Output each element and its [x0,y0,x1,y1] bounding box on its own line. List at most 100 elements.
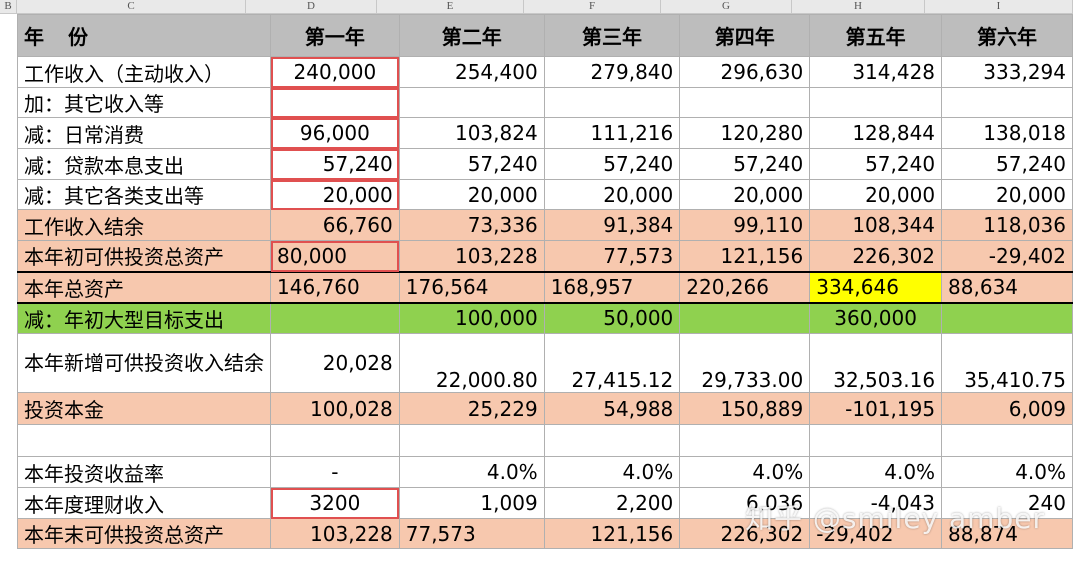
cell[interactable]: 20,000 [543,179,681,210]
cell[interactable]: 103,228 [270,518,400,549]
cell[interactable]: -4,043 [809,487,943,519]
col-header-e[interactable]: E [377,0,524,13]
col-header-d[interactable]: D [246,0,377,13]
cell[interactable]: 360,000 [809,302,943,334]
cell[interactable] [398,424,545,457]
cell[interactable]: 99,110 [679,209,811,241]
cell[interactable]: 121,156 [543,518,681,549]
cell[interactable]: 57,240 [398,148,545,180]
cell[interactable]: 108,344 [809,209,943,241]
cell[interactable]: 25,229 [398,392,545,425]
cell[interactable] [543,424,681,457]
cell[interactable]: 20,000 [398,179,545,210]
cell[interactable]: 4.0% [809,456,943,488]
cell[interactable] [809,87,943,118]
cell[interactable]: 57,240 [543,148,681,180]
cell[interactable]: 100,028 [270,392,400,425]
cell[interactable]: 2,200 [543,487,681,519]
col-header-h[interactable]: H [792,0,925,13]
cell[interactable]: 118,036 [941,209,1073,241]
cell[interactable] [270,424,400,457]
cell[interactable]: 91,384 [543,209,681,241]
cell[interactable]: 29,733.00 [679,333,811,393]
cell[interactable]: 88,634 [941,270,1073,304]
row-label[interactable]: 加：其它收入等 [17,87,271,118]
cell[interactable]: -29,402 [941,240,1073,272]
cell[interactable]: 4.0% [941,456,1073,488]
col-header-f[interactable]: F [524,0,661,13]
cell[interactable] [270,87,400,118]
cell[interactable]: 20,000 [941,179,1073,210]
cell[interactable]: 35,410.75 [941,333,1073,393]
cell[interactable]: 176,564 [398,270,545,304]
cell[interactable]: 57,240 [270,148,400,180]
cell[interactable] [809,424,943,457]
cell[interactable]: 103,824 [398,117,545,149]
cell[interactable]: 20,000 [679,179,811,210]
row-label[interactable]: 本年总资产 [17,270,271,304]
cell[interactable]: 146,760 [270,270,400,304]
cell[interactable]: 334,646 [809,270,943,304]
cell[interactable]: 6,009 [941,392,1073,425]
cell[interactable]: -29,402 [809,518,943,549]
col-header-g[interactable]: G [661,0,792,13]
cell[interactable] [679,302,811,334]
cell[interactable]: 96,000 [270,117,400,149]
col-header-i[interactable]: I [925,0,1073,13]
cell[interactable]: 111,216 [543,117,681,149]
cell-year-4[interactable]: 第四年 [679,14,811,57]
cell[interactable]: 120,280 [679,117,811,149]
row-label[interactable]: 减：贷款本息支出 [17,148,271,180]
cell[interactable]: 314,428 [809,56,943,88]
cell-year-5[interactable]: 第五年 [809,14,943,57]
cell[interactable]: 150,889 [679,392,811,425]
cell-year-2[interactable]: 第二年 [398,14,545,57]
cell-year-1[interactable]: 第一年 [270,14,400,57]
cell[interactable]: 50,000 [543,302,681,334]
row-label[interactable]: 投资本金 [17,392,271,425]
cell[interactable]: 220,266 [679,270,811,304]
row-label[interactable] [17,424,271,457]
cell-year-3[interactable]: 第三年 [543,14,681,57]
cell[interactable]: 20,000 [270,179,400,210]
cell[interactable] [679,424,811,457]
cell[interactable]: 27,415.12 [543,333,681,393]
cell[interactable]: 77,573 [543,240,681,272]
cell[interactable]: 103,228 [398,240,545,272]
cell[interactable]: 57,240 [809,148,943,180]
col-header-c[interactable]: C [17,0,246,13]
cell[interactable]: 226,302 [809,240,943,272]
row-label[interactable]: 减：年初大型目标支出 [17,302,271,334]
cell[interactable]: 254,400 [398,56,545,88]
row-label[interactable]: 本年末可供投资总资产 [17,518,271,549]
cell[interactable]: 77,573 [398,518,545,549]
cell-year-label[interactable]: 年 份 [17,14,271,57]
cell[interactable] [270,302,400,334]
cell[interactable]: 240,000 [270,56,400,88]
cell[interactable] [941,302,1073,334]
cell[interactable]: 4.0% [543,456,681,488]
cell[interactable]: -101,195 [809,392,943,425]
row-label[interactable]: 工作收入结余 [17,209,271,241]
cell[interactable]: 22,000.80 [398,333,545,393]
row-label[interactable]: 减：日常消费 [17,117,271,149]
row-label[interactable]: 本年初可供投资总资产 [17,240,271,272]
cell[interactable]: 138,018 [941,117,1073,149]
cell-year-6[interactable]: 第六年 [941,14,1073,57]
cell[interactable]: 32,503.16 [809,333,943,393]
cell[interactable]: 80,000 [270,240,400,272]
cell[interactable]: 57,240 [679,148,811,180]
cell[interactable]: 3200 [270,487,400,519]
cell[interactable] [941,424,1073,457]
cell[interactable]: 57,240 [941,148,1073,180]
cell[interactable]: 88,874 [941,518,1073,549]
cell[interactable]: 20,000 [809,179,943,210]
cell[interactable] [941,87,1073,118]
row-label[interactable]: 工作收入（主动收入） [17,56,271,88]
cell[interactable]: 4.0% [398,456,545,488]
row-label[interactable]: 本年度理财收入 [17,487,271,519]
cell[interactable]: 168,957 [543,270,681,304]
cell[interactable]: 20,028 [270,333,400,393]
cell[interactable]: 66,760 [270,209,400,241]
row-label[interactable]: 减：其它各类支出等 [17,179,271,210]
